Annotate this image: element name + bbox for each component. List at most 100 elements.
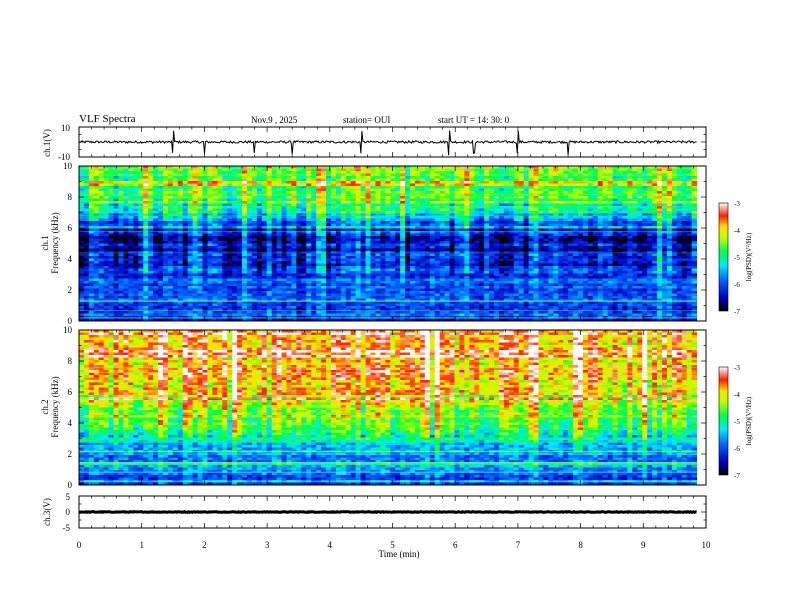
spectrogram-cell [424, 188, 431, 192]
spectrogram-cell [123, 231, 129, 234]
spectrogram-cell [340, 183, 347, 187]
spectrogram-cell [345, 196, 352, 199]
spectrogram-cell [113, 166, 119, 169]
spectrogram-cell [177, 233, 184, 237]
spectrogram-cell [602, 251, 609, 254]
spectrogram-cell [612, 221, 618, 224]
spectrogram-cell [227, 221, 233, 224]
spectrogram-cell [296, 236, 302, 239]
spectrogram-cell [400, 241, 406, 244]
spectrogram-cell [410, 213, 416, 217]
spectrogram-cell [237, 201, 243, 204]
spectrogram-cell [568, 168, 574, 172]
spectrogram-cell [464, 183, 470, 187]
spectrogram-cell [538, 171, 544, 174]
spectrogram-cell [296, 206, 302, 209]
spectrogram-cell [365, 218, 371, 222]
spectrogram-cell [573, 181, 579, 184]
spectrogram-cell [498, 256, 505, 259]
spectrogram-cell [424, 181, 431, 184]
spectrogram-cell [528, 238, 534, 242]
spectrogram-cell [232, 201, 238, 204]
spectrogram-cell [419, 233, 426, 237]
spectrogram-cell [405, 253, 411, 257]
spectrogram-cell [251, 178, 258, 182]
spectrogram-cell [128, 206, 134, 209]
spectrogram-cell [647, 178, 653, 182]
spectrogram-cell [375, 178, 381, 182]
spectrogram-cell [498, 191, 505, 194]
spectrogram-cell [494, 181, 500, 184]
spectrogram-cell [503, 186, 510, 189]
spectrogram-cell [266, 216, 273, 219]
spectrogram-cell [449, 256, 455, 259]
spectrogram-cell [167, 168, 174, 172]
spectrogram-cell [79, 236, 85, 239]
spectrogram-cell [681, 256, 688, 259]
spectrogram-cell [498, 251, 505, 254]
spectrogram-cell [429, 196, 436, 199]
spectrogram-cell [306, 201, 312, 204]
spectrogram-cell [662, 168, 668, 172]
spectrogram-cell [271, 236, 278, 239]
spectrogram-cell [177, 261, 184, 264]
spectrogram-cell [494, 216, 500, 219]
spectrogram-cell [380, 218, 386, 222]
spectrogram-cell [592, 253, 599, 257]
spectrogram-cell [617, 236, 623, 239]
spectrogram-cell [93, 231, 100, 234]
ch1-ytick-bottom: -10 [58, 152, 70, 162]
spectrogram-cell [632, 246, 638, 249]
spectrogram-cell [148, 208, 154, 212]
spectrogram-cell [400, 248, 406, 252]
spectrogram-cell [592, 186, 599, 189]
spectrogram-cell [281, 231, 287, 234]
spectrogram-cell [98, 186, 105, 189]
spectrogram-cell [281, 183, 287, 187]
spectrogram-cell [538, 233, 544, 237]
spectrogram-cell [113, 261, 119, 264]
spectrogram-cell [528, 188, 534, 192]
spectrogram-cell [316, 201, 322, 204]
spectrogram-cell [316, 196, 322, 199]
spectrogram-cell [103, 261, 110, 264]
spectrogram-cell [350, 236, 357, 239]
spectrogram-cell [355, 181, 362, 184]
spectrogram-cell [414, 238, 421, 242]
spectrogram-cell [558, 216, 564, 219]
spectrogram-cell [434, 218, 441, 222]
spectrogram-cell [558, 196, 564, 199]
spectrogram-cell [281, 261, 287, 264]
spectrogram-cell [128, 181, 134, 184]
spectrogram-cell [489, 206, 495, 209]
spectrogram-cell [523, 221, 530, 224]
spectrogram-cell [523, 261, 530, 264]
spectrogram-cell [330, 203, 337, 207]
spectrogram-cell [469, 181, 475, 184]
spectrogram-cell [587, 216, 594, 219]
spectrogram-cell [578, 198, 584, 202]
spectrogram-cell [429, 211, 436, 214]
spectrogram-cell [459, 196, 465, 199]
spectrogram-cell [563, 241, 569, 244]
spectrogram-cell [489, 238, 495, 242]
spectrogram-cell [217, 196, 223, 199]
spectrogram-cell [133, 203, 139, 207]
spectrogram-cell [242, 218, 248, 222]
spectrogram-cell [207, 213, 213, 217]
spectrogram-cell [153, 206, 159, 209]
spectrogram-cell [321, 246, 327, 249]
spectrogram-cell [207, 236, 213, 239]
spectrogram-cell [271, 206, 278, 209]
spectrogram-cell [212, 231, 218, 234]
spectrogram-cell [400, 238, 406, 242]
spectrogram-cell [138, 218, 144, 222]
spectrogram-cell [587, 256, 594, 259]
spectrogram-cell [118, 231, 124, 234]
spectrogram-cell [217, 171, 223, 174]
spectrogram-cell [469, 201, 475, 204]
spectrogram-cell [548, 253, 554, 257]
spectrogram-cell [676, 198, 683, 202]
spectrogram-cell [375, 218, 381, 222]
spectrogram-cell [301, 188, 307, 192]
